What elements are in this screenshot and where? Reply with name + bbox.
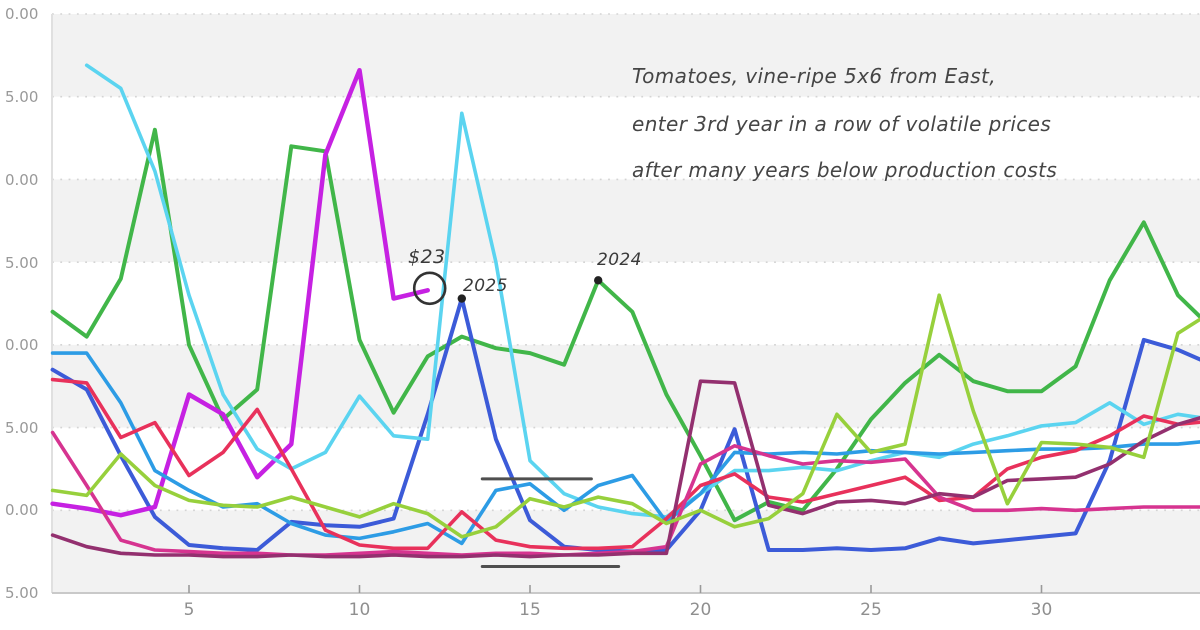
grid-band	[52, 13, 1200, 97]
year-callout-2025: 2025	[463, 276, 508, 296]
annotation-note-line3: after many years below production costs	[632, 158, 1058, 182]
series-line-2024	[50, 127, 1200, 523]
x-tick-label: 20	[689, 600, 712, 620]
grid-band	[52, 179, 1200, 263]
year-callout-2024: 2024	[597, 250, 642, 270]
y-tick-label: 0.00	[5, 336, 39, 354]
x-tick-label: 10	[348, 600, 371, 620]
y-tick-label: 0.00	[5, 501, 39, 519]
annotation-note-line2: enter 3rd year in a row of volatile pric…	[632, 112, 1052, 136]
x-tick-label: 5	[183, 600, 195, 620]
y-tick-label: 5.00	[5, 254, 39, 272]
y-tick-label: 5.00	[5, 584, 39, 602]
x-tick-label: 25	[860, 600, 882, 620]
x-tick-label: 15	[519, 600, 541, 620]
price-callout-label: $23	[408, 246, 446, 268]
grid-band	[52, 344, 1200, 428]
y-tick-label: 0.00	[5, 5, 39, 23]
point-marker-2025	[457, 294, 466, 303]
circled-price-marker	[412, 271, 447, 306]
annotation-note-line1: Tomatoes, vine-ripe 5x6 from East,	[632, 64, 997, 88]
point-marker-2024	[594, 276, 603, 285]
y-tick-label: 5.00	[5, 88, 39, 106]
series-line-2026	[50, 67, 430, 518]
series-line-crimson-year	[50, 377, 1200, 551]
y-tick-label: 0.00	[5, 171, 39, 189]
y-tick-label: 5.00	[5, 419, 39, 437]
series-line-lime-year	[50, 293, 1200, 539]
x-tick-label: 30	[1030, 600, 1053, 620]
